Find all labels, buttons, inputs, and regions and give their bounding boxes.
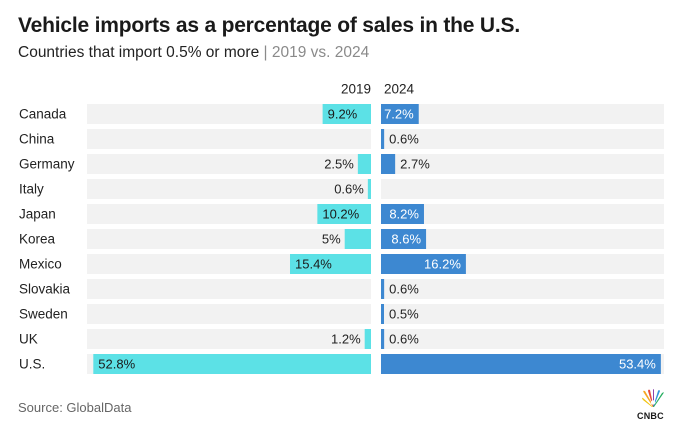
bar-2024	[381, 354, 661, 374]
track-2019	[87, 154, 371, 174]
category-label: Slovakia	[19, 282, 71, 297]
subtitle-separator: |	[259, 44, 272, 61]
data-label-2024: 8.2%	[389, 207, 419, 222]
bar-2024	[381, 329, 385, 349]
bar-2019	[364, 329, 371, 349]
data-label-2024: 16.2%	[424, 257, 461, 272]
track-2019	[87, 104, 371, 124]
bar-2019	[344, 229, 371, 249]
track-2019	[87, 204, 371, 224]
bar-2024	[381, 204, 424, 224]
bar-2019	[93, 354, 372, 374]
bar-2019	[290, 254, 371, 274]
bar-2024	[381, 304, 384, 324]
bar-2024	[381, 229, 427, 249]
bar-2024	[381, 104, 419, 124]
bar-2019	[322, 104, 371, 124]
category-label: Germany	[19, 157, 75, 172]
data-label-2019: 10.2%	[322, 207, 359, 222]
category-label: U.S.	[19, 357, 45, 372]
track-2024	[381, 304, 664, 324]
track-2019	[87, 129, 371, 149]
bar-2024	[381, 129, 385, 149]
track-2024	[381, 179, 664, 199]
data-label-2024: 0.6%	[389, 332, 419, 347]
source-note: Source: GlobalData	[18, 400, 132, 415]
chart-subtitle: Countries that import 0.5% or more | 201…	[18, 44, 369, 62]
track-2024	[381, 279, 664, 299]
data-label-2024: 0.6%	[389, 132, 419, 147]
track-2019	[87, 329, 371, 349]
series-header-2019: 2019	[341, 82, 371, 97]
track-2024	[381, 129, 664, 149]
bar-2024	[381, 154, 396, 174]
bar-2019	[367, 179, 371, 199]
bar-2019	[357, 154, 371, 174]
data-label-2024: 53.4%	[619, 357, 656, 372]
subtitle-main: Countries that import 0.5% or more	[18, 44, 260, 61]
data-label-2024: 0.6%	[389, 282, 419, 297]
track-2024	[381, 154, 664, 174]
data-label-2024: 0.5%	[389, 307, 419, 322]
data-label-2019: 1.2%	[331, 332, 361, 347]
series-header-2024: 2024	[384, 82, 415, 97]
bar-2019	[317, 204, 371, 224]
data-label-2019: 15.4%	[295, 257, 332, 272]
track-2024	[381, 104, 664, 124]
track-2019	[87, 229, 371, 249]
data-label-2019: 9.2%	[328, 107, 358, 122]
bar-2024	[381, 254, 466, 274]
category-label: Canada	[19, 107, 67, 122]
track-2019	[87, 279, 371, 299]
data-label-2024: 2.7%	[400, 157, 430, 172]
category-label: Italy	[19, 182, 44, 197]
bar-2024	[381, 279, 385, 299]
track-2019	[87, 179, 371, 199]
logo-wordmark: CNBC	[637, 411, 664, 421]
category-label: Korea	[19, 232, 56, 247]
data-label-2019: 2.5%	[324, 157, 354, 172]
data-label-2019: 0.6%	[334, 182, 364, 197]
category-label: Mexico	[19, 257, 62, 272]
track-2024	[381, 204, 664, 224]
category-label: UK	[19, 332, 38, 347]
subtitle-years: 2019 vs. 2024	[271, 44, 370, 61]
data-label-2019: 52.8%	[98, 357, 135, 372]
chart-title: Vehicle imports as a percentage of sales…	[18, 14, 520, 37]
track-2024	[381, 229, 664, 249]
category-label: China	[19, 132, 55, 147]
data-label-2024: 8.6%	[391, 232, 421, 247]
track-2019	[87, 304, 371, 324]
peacock-icon	[642, 389, 664, 407]
category-label: Sweden	[19, 307, 68, 322]
data-label-2019: 5%	[322, 232, 341, 247]
cnbc-logo: CNBC	[636, 389, 670, 425]
data-label-2024: 7.2%	[384, 107, 414, 122]
category-label: Japan	[19, 207, 56, 222]
track-2024	[381, 329, 664, 349]
